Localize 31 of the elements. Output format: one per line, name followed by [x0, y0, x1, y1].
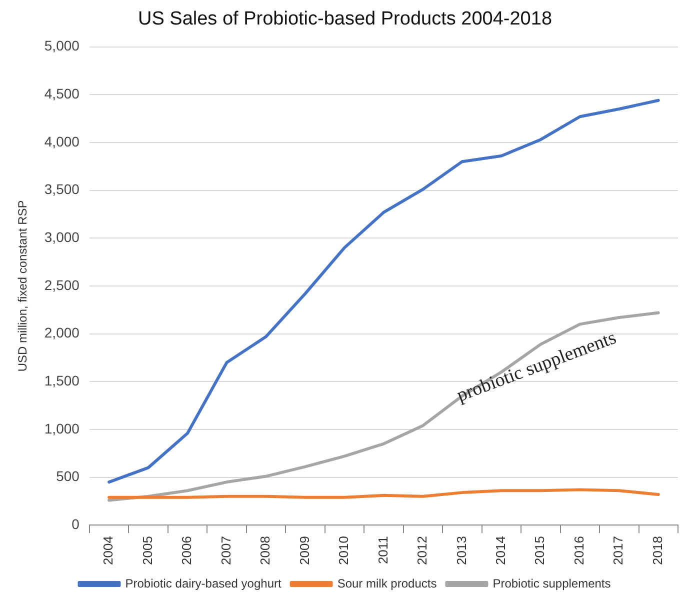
x-tick-label: 2008 — [258, 536, 273, 565]
y-tick-label: 500 — [56, 468, 80, 484]
legend-label: Sour milk products — [337, 576, 437, 590]
chart-title: US Sales of Probiotic-based Products 2004-2018 — [138, 8, 552, 30]
y-tick-label: 4,500 — [44, 85, 80, 102]
x-tick-label: 2004 — [100, 536, 116, 565]
y-tick-label: 0 — [72, 516, 80, 532]
x-tick-label: 2017 — [610, 536, 626, 565]
x-tick-label: 2005 — [140, 536, 155, 565]
x-tick-label: 2015 — [532, 536, 548, 565]
y-tick-label: 5,000 — [44, 38, 80, 54]
legend-label: Probiotic supplements — [492, 576, 611, 590]
x-tick-label: 2011 — [375, 536, 390, 564]
y-tick-label: 4,000 — [44, 133, 80, 150]
x-tick-label: 2016 — [571, 536, 586, 565]
legend-label: Probiotic dairy-based yoghurt — [125, 576, 282, 590]
x-tick-label: 2012 — [414, 536, 430, 565]
x-tick-label: 2018 — [650, 536, 665, 565]
x-tick-label: 2007 — [218, 536, 234, 565]
y-tick-label: 1,000 — [44, 420, 80, 436]
y-tick-label: 1,500 — [44, 372, 80, 388]
x-tick-label: 2009 — [296, 536, 312, 565]
x-tick-label: 2006 — [179, 536, 194, 565]
y-tick-label: 2,000 — [44, 324, 80, 341]
y-tick-label: 3,500 — [44, 181, 80, 198]
y-tick-label: 3,000 — [44, 228, 80, 245]
x-tick-label: 2013 — [454, 536, 469, 565]
x-tick-label: 2014 — [493, 536, 508, 565]
y-axis-title: USD million, fixed constant RSP — [16, 200, 30, 372]
x-tick-label: 2010 — [336, 536, 352, 565]
y-tick-label: 2,500 — [44, 276, 80, 293]
